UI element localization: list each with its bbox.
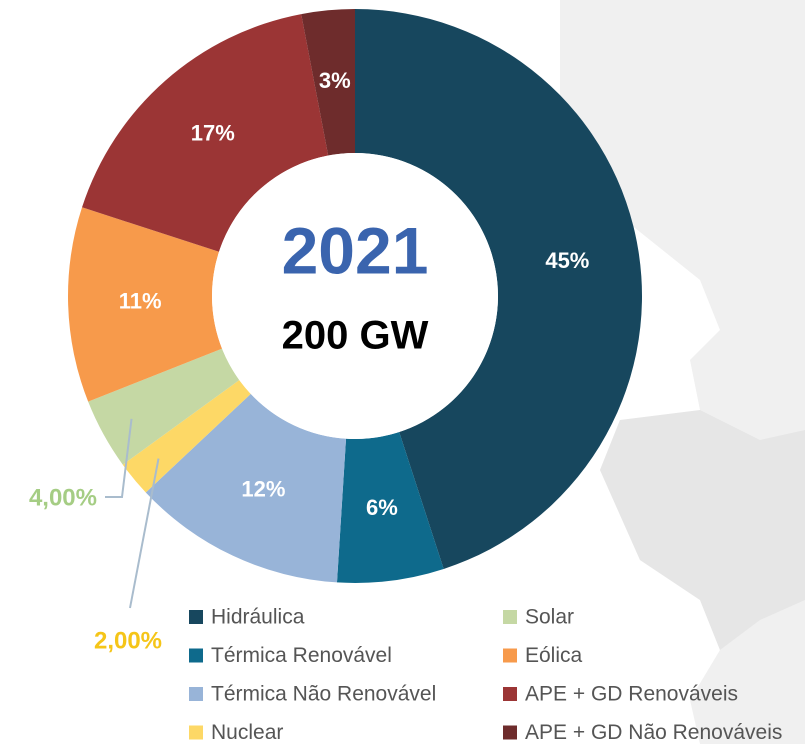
center-subtitle: 200 GW	[282, 314, 429, 358]
donut-slice	[88, 348, 240, 465]
donut-slice	[122, 380, 251, 493]
legend-swatch	[189, 648, 203, 663]
legend-label: Solar	[525, 606, 574, 629]
map-shape	[600, 410, 805, 650]
data-label: 2,00%	[94, 627, 162, 654]
leader-line	[105, 418, 133, 498]
legend-swatch	[189, 610, 203, 624]
leader-line	[129, 458, 160, 609]
data-label: 17%	[191, 121, 235, 146]
legend-label: APE + GD Não Renováveis	[525, 721, 782, 744]
data-label: 45%	[545, 248, 589, 273]
legend-label: Térmica Não Renovável	[211, 683, 436, 706]
legend-swatch	[503, 725, 517, 740]
center-title: 2021	[282, 213, 429, 287]
donut-slice	[82, 14, 329, 252]
data-label: 3%	[319, 68, 351, 93]
data-label: 11%	[119, 289, 162, 314]
legend-swatch	[503, 648, 517, 663]
legend-swatch	[503, 610, 517, 624]
donut-slice	[67, 207, 223, 402]
legend-label: Nuclear	[211, 721, 283, 744]
data-label: 6%	[366, 495, 398, 520]
legend-label: Térmica Renovável	[211, 644, 392, 667]
legend-swatch	[503, 687, 517, 701]
donut: 45% 6% 12% 2,00% 4,00% 11% 17% 3%	[29, 9, 643, 654]
legend-label: Hidráulica	[211, 606, 305, 629]
data-label: 4,00%	[29, 484, 97, 511]
legend-swatch	[189, 687, 203, 701]
legend: Hidráulica Térmica Renovável Térmica Não R…	[189, 606, 782, 744]
legend-label: APE + GD Renováveis	[525, 683, 738, 706]
legend-swatch	[189, 725, 203, 740]
legend-label: Eólica	[525, 644, 583, 667]
donut-hole	[212, 153, 498, 439]
donut-slice	[336, 432, 444, 583]
data-label: 12%	[241, 476, 285, 501]
background-map	[560, 0, 805, 744]
donut-slice	[355, 9, 643, 569]
donut-slice	[301, 9, 355, 156]
donut-slice	[145, 393, 347, 583]
